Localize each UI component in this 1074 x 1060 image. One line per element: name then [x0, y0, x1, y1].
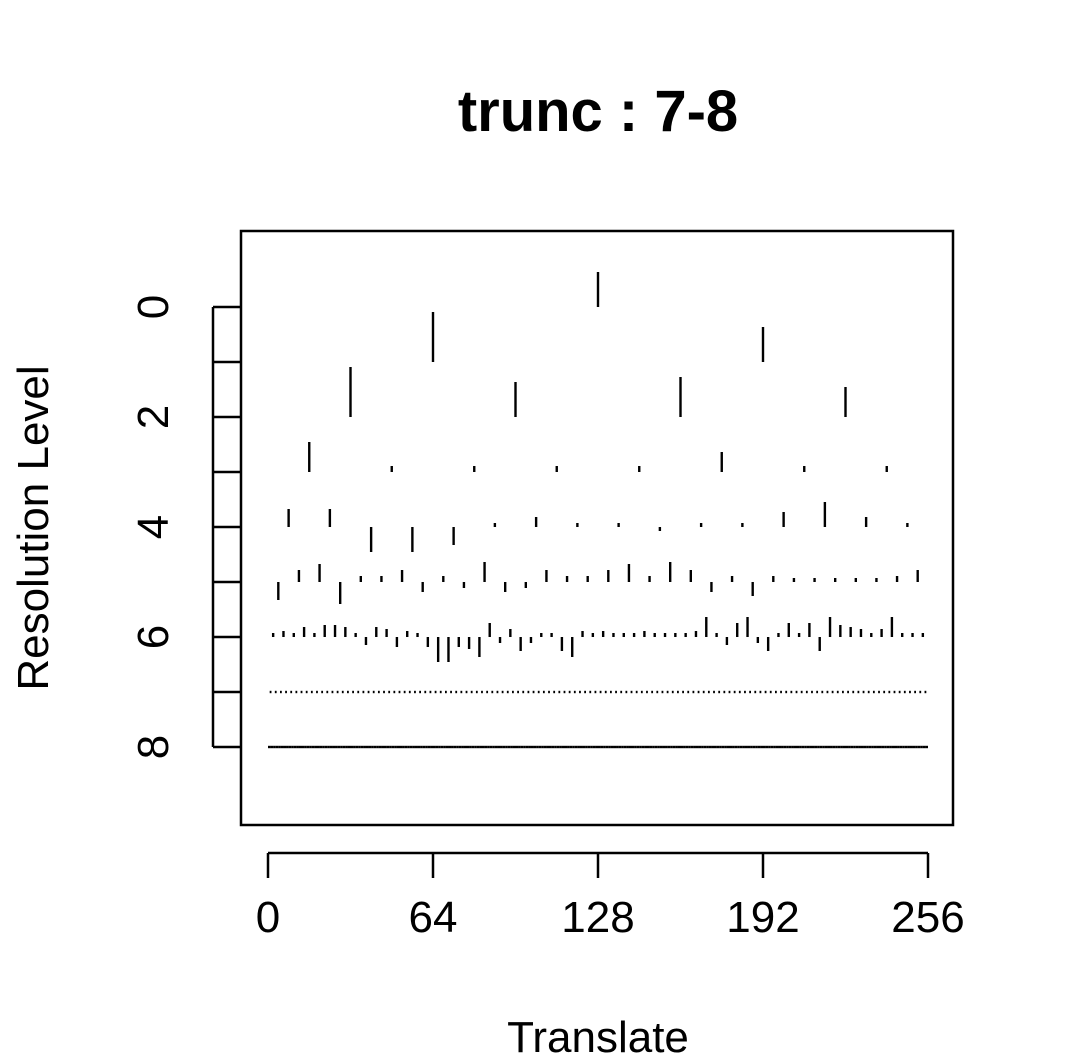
x-tick-label: 64	[409, 893, 458, 942]
y-tick-label: 0	[129, 295, 178, 319]
y-axis-label: Resolution Level	[9, 365, 58, 690]
x-axis-label: Translate	[507, 1013, 689, 1060]
x-tick-label: 256	[891, 893, 964, 942]
y-tick-label: 6	[129, 625, 178, 649]
chart-title: trunc : 7-8	[458, 79, 738, 144]
y-tick-label: 8	[129, 735, 178, 759]
y-axis: 0 2 4 6 8	[129, 295, 241, 759]
plot-frame	[239, 229, 955, 827]
y-tick-label: 2	[129, 405, 178, 429]
x-tick-label: 0	[256, 893, 280, 942]
x-tick-label: 128	[561, 893, 634, 942]
coefficient-marks	[267, 272, 929, 749]
x-tick-label: 192	[726, 893, 799, 942]
x-axis: 0 64 128 192 256	[256, 851, 965, 942]
y-tick-label: 4	[129, 515, 178, 539]
